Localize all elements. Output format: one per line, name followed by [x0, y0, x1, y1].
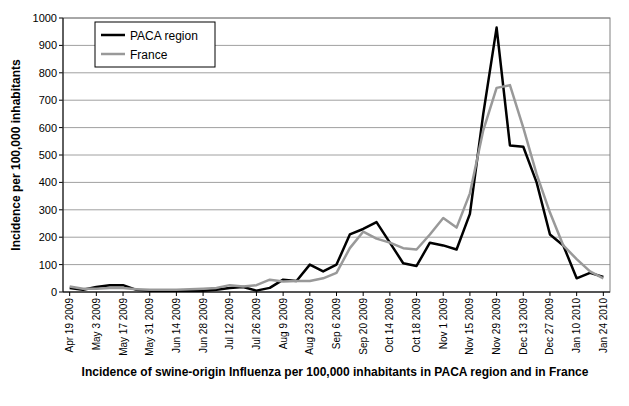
legend-box — [95, 22, 215, 67]
grid-line — [63, 127, 610, 128]
grid-line — [63, 182, 610, 183]
x-tick — [203, 292, 204, 296]
x-tick-label: Dec 13 2009 — [518, 298, 529, 355]
y-tick — [59, 237, 63, 238]
x-tick — [69, 292, 70, 296]
x-tick-label: Aug 9 2009 — [278, 298, 289, 350]
y-tick-label: 300 — [39, 204, 57, 216]
x-tick — [149, 292, 150, 296]
x-tick — [176, 292, 177, 296]
x-tick — [389, 292, 390, 296]
x-tick — [469, 292, 470, 296]
x-tick — [336, 292, 337, 296]
legend-swatch — [101, 53, 125, 56]
x-tick-label: Jan 24 2010 — [598, 298, 609, 353]
x-tick-label: Aug 23 2009 — [304, 298, 315, 355]
x-tick — [123, 292, 124, 296]
y-tick-label: 800 — [39, 67, 57, 79]
legend-label: France — [130, 48, 168, 62]
y-tick — [59, 209, 63, 210]
x-tick — [363, 292, 364, 296]
grid-line — [63, 100, 610, 101]
x-tick-label: Oct 18 2009 — [411, 298, 422, 353]
x-tick-label: Jul 12 2009 — [224, 298, 235, 350]
x-tick-label: Jun 14 2009 — [171, 298, 182, 353]
chart: 0 100 200 300 400 500 600 700 800 900 1000 Apr 19 2… — [0, 0, 629, 406]
x-tick — [96, 292, 97, 296]
x-tick-label: Apr 19 2009 — [64, 298, 75, 353]
legend-label: PACA region — [130, 29, 198, 43]
y-tick-label: 0 — [51, 286, 57, 298]
grid-line — [63, 72, 610, 73]
x-tick — [496, 292, 497, 296]
y-tick-label: 200 — [39, 231, 57, 243]
x-tick — [309, 292, 310, 296]
x-tick — [416, 292, 417, 296]
y-tick — [59, 18, 63, 19]
x-tick — [549, 292, 550, 296]
x-tick — [443, 292, 444, 296]
x-tick-label: Oct 14 2009 — [384, 298, 395, 353]
x-axis-title: Incidence of swine-origin Influenza per … — [50, 365, 620, 380]
y-tick — [59, 155, 63, 156]
x-tick-label: Nov 1 2009 — [438, 298, 449, 350]
y-tick-label: 100 — [39, 259, 57, 271]
x-tick — [229, 292, 230, 296]
x-tick-label: May 17 2009 — [118, 298, 129, 356]
y-tick-label: 700 — [39, 94, 57, 106]
y-tick-label: 500 — [39, 149, 57, 161]
y-tick — [59, 127, 63, 128]
plot-frame — [63, 18, 610, 292]
y-tick-label: 1000 — [33, 12, 57, 24]
grid-line — [63, 209, 610, 210]
x-tick-label: Jul 26 2009 — [251, 298, 262, 350]
series-line — [70, 85, 604, 290]
x-tick-label: May 31 2009 — [144, 298, 155, 356]
y-tick — [59, 264, 63, 265]
y-tick — [59, 100, 63, 101]
x-tick-label: Sep 20 2009 — [358, 298, 369, 355]
x-tick-label: Jun 28 2009 — [198, 298, 209, 353]
y-tick-label: 400 — [39, 176, 57, 188]
x-tick — [523, 292, 524, 296]
grid-line — [63, 237, 610, 238]
y-tick-label: 900 — [39, 39, 57, 51]
y-tick-label: 600 — [39, 122, 57, 134]
x-tick-label: Dec 27 2009 — [544, 298, 555, 355]
x-tick-label: Nov 29 2009 — [491, 298, 502, 355]
grid-line — [63, 155, 610, 156]
y-tick — [59, 45, 63, 46]
y-tick — [59, 182, 63, 183]
y-tick — [59, 292, 63, 293]
y-axis-line — [63, 18, 64, 292]
x-tick-label: Nov 15 2009 — [464, 298, 475, 355]
x-tick — [576, 292, 577, 296]
x-tick — [283, 292, 284, 296]
x-tick — [603, 292, 604, 296]
x-tick-label: Sep 6 2009 — [331, 298, 342, 350]
x-tick-label: Jan 10 2010 — [571, 298, 582, 353]
legend-swatch — [101, 34, 125, 37]
x-tick — [256, 292, 257, 296]
y-tick — [59, 72, 63, 73]
y-axis-title: Incidence per 100,000 inhabitants — [9, 59, 23, 251]
x-tick-label: May 3 2009 — [91, 298, 102, 351]
